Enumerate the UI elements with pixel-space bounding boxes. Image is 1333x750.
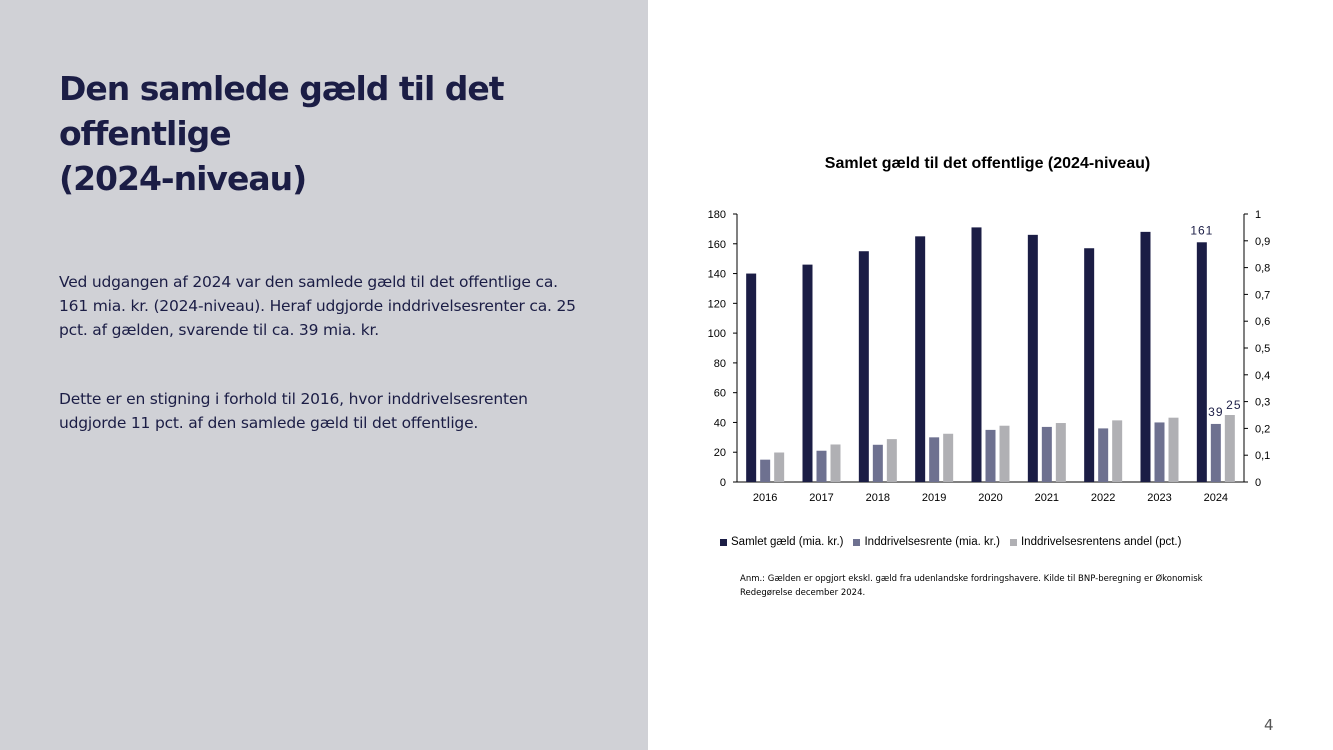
- x-tick-label: 2018: [866, 492, 890, 504]
- body-paragraph-1: Ved udgangen af 2024 var den samlede gæl…: [59, 273, 576, 339]
- bar-andel: [999, 425, 1010, 482]
- bar-andel: [774, 452, 785, 482]
- y-right-tick-label: 0,2: [1255, 423, 1270, 435]
- data-label: 39: [1208, 405, 1223, 419]
- y-right-tick-label: 0,9: [1255, 236, 1270, 248]
- x-tick-label: 2016: [753, 492, 777, 504]
- slide-title-line2: (2024-niveau): [59, 159, 307, 198]
- legend-item-andel: Inddrivelsesrentens andel (pct.): [1009, 536, 1182, 548]
- legend-swatch-inddrivelsesrente: [853, 538, 861, 546]
- bar-inddrivelsesrente: [760, 459, 771, 482]
- bar-andel: [1055, 423, 1066, 482]
- bar-andel: [1168, 417, 1179, 482]
- bar-andel: [1224, 415, 1235, 482]
- left-panel: [0, 0, 648, 750]
- legend-swatch-samlet-gaeld: [720, 538, 727, 546]
- x-tick-label: 2021: [1035, 492, 1059, 504]
- y-left-tick-label: 140: [708, 269, 726, 281]
- x-tick-label: 2022: [1091, 492, 1115, 504]
- y-right-tick-label: 0,5: [1255, 343, 1270, 355]
- bar-inddrivelsesrente: [1041, 426, 1052, 482]
- y-left-tick-label: 60: [714, 388, 726, 400]
- y-right-tick-label: 0,4: [1255, 370, 1270, 382]
- legend-item-samlet-gaeld: Samlet gæld (mia. kr.): [720, 536, 843, 548]
- legend-swatch-andel: [1009, 538, 1017, 546]
- legend-label-inddrivelsesrente: Inddrivelsesrente (mia. kr.): [864, 536, 1000, 548]
- data-label: 161: [1190, 223, 1213, 237]
- chart-note: Anm.: Gælden er opgjort ekskl. gæld fra …: [740, 574, 1203, 598]
- bar-andel: [1112, 420, 1123, 482]
- legend-item-inddrivelsesrente: Inddrivelsesrente (mia. kr.): [853, 536, 1000, 548]
- x-tick-label: 2019: [922, 492, 946, 504]
- slide-title: Den samlede gæld til det offentlige (202…: [59, 66, 639, 201]
- bar-andel: [943, 433, 954, 482]
- x-tick-label: 2023: [1147, 492, 1171, 504]
- y-left-tick-label: 40: [714, 417, 726, 429]
- y-right-tick-label: 0,3: [1255, 397, 1270, 409]
- y-right-tick-label: 0,7: [1255, 289, 1270, 301]
- bar-inddrivelsesrente: [1098, 428, 1109, 482]
- y-right-tick-label: 0,1: [1255, 450, 1270, 462]
- bar-samlet-gaeld: [1027, 234, 1038, 482]
- bar-andel: [886, 439, 897, 482]
- y-left-tick-label: 0: [720, 477, 726, 489]
- chart-legend: Samlet gæld (mia. kr.) Inddrivelsesrente…: [720, 536, 1181, 548]
- bar-samlet-gaeld: [858, 251, 869, 482]
- bar-inddrivelsesrente: [929, 437, 940, 482]
- bar-inddrivelsesrente: [1210, 423, 1221, 482]
- y-right-tick-label: 0,8: [1255, 263, 1270, 275]
- bar-samlet-gaeld: [1140, 231, 1151, 482]
- y-left-tick-label: 100: [708, 328, 726, 340]
- y-left-tick-label: 120: [708, 298, 726, 310]
- x-tick-label: 2020: [978, 492, 1002, 504]
- bar-inddrivelsesrente: [1154, 422, 1165, 482]
- body-paragraph-2: Dette er en stigning i forhold til 2016,…: [59, 390, 528, 432]
- bar-inddrivelsesrente: [872, 444, 883, 482]
- y-left-tick-label: 80: [714, 358, 726, 370]
- data-label: 25: [1226, 398, 1241, 412]
- page-number: 4: [1264, 716, 1274, 734]
- bar-samlet-gaeld: [971, 227, 982, 482]
- x-tick-label: 2024: [1204, 492, 1228, 504]
- bar-inddrivelsesrente: [985, 429, 996, 482]
- chart-title: Samlet gæld til det offentlige (2024-niv…: [824, 155, 1151, 172]
- y-right-tick-label: 0,6: [1255, 316, 1270, 328]
- y-right-tick-label: 1: [1255, 209, 1261, 221]
- bar-samlet-gaeld: [802, 264, 813, 482]
- bar-samlet-gaeld: [746, 273, 757, 482]
- y-left-tick-label: 180: [708, 209, 726, 221]
- bar-andel: [830, 444, 841, 482]
- bar-inddrivelsesrente: [816, 450, 827, 482]
- legend-label-samlet-gaeld: Samlet gæld (mia. kr.): [731, 536, 844, 548]
- bar-samlet-gaeld: [915, 236, 926, 482]
- y-left-tick-label: 160: [708, 239, 726, 251]
- y-left-tick-label: 20: [714, 447, 726, 459]
- x-tick-label: 2017: [809, 492, 833, 504]
- y-right-tick-label: 0: [1255, 477, 1261, 489]
- bar-samlet-gaeld: [1196, 242, 1207, 482]
- bar-samlet-gaeld: [1084, 248, 1095, 482]
- legend-label-andel: Inddrivelsesrentens andel (pct.): [1020, 536, 1182, 548]
- slide-title-line1: Den samlede gæld til det offentlige: [59, 69, 505, 153]
